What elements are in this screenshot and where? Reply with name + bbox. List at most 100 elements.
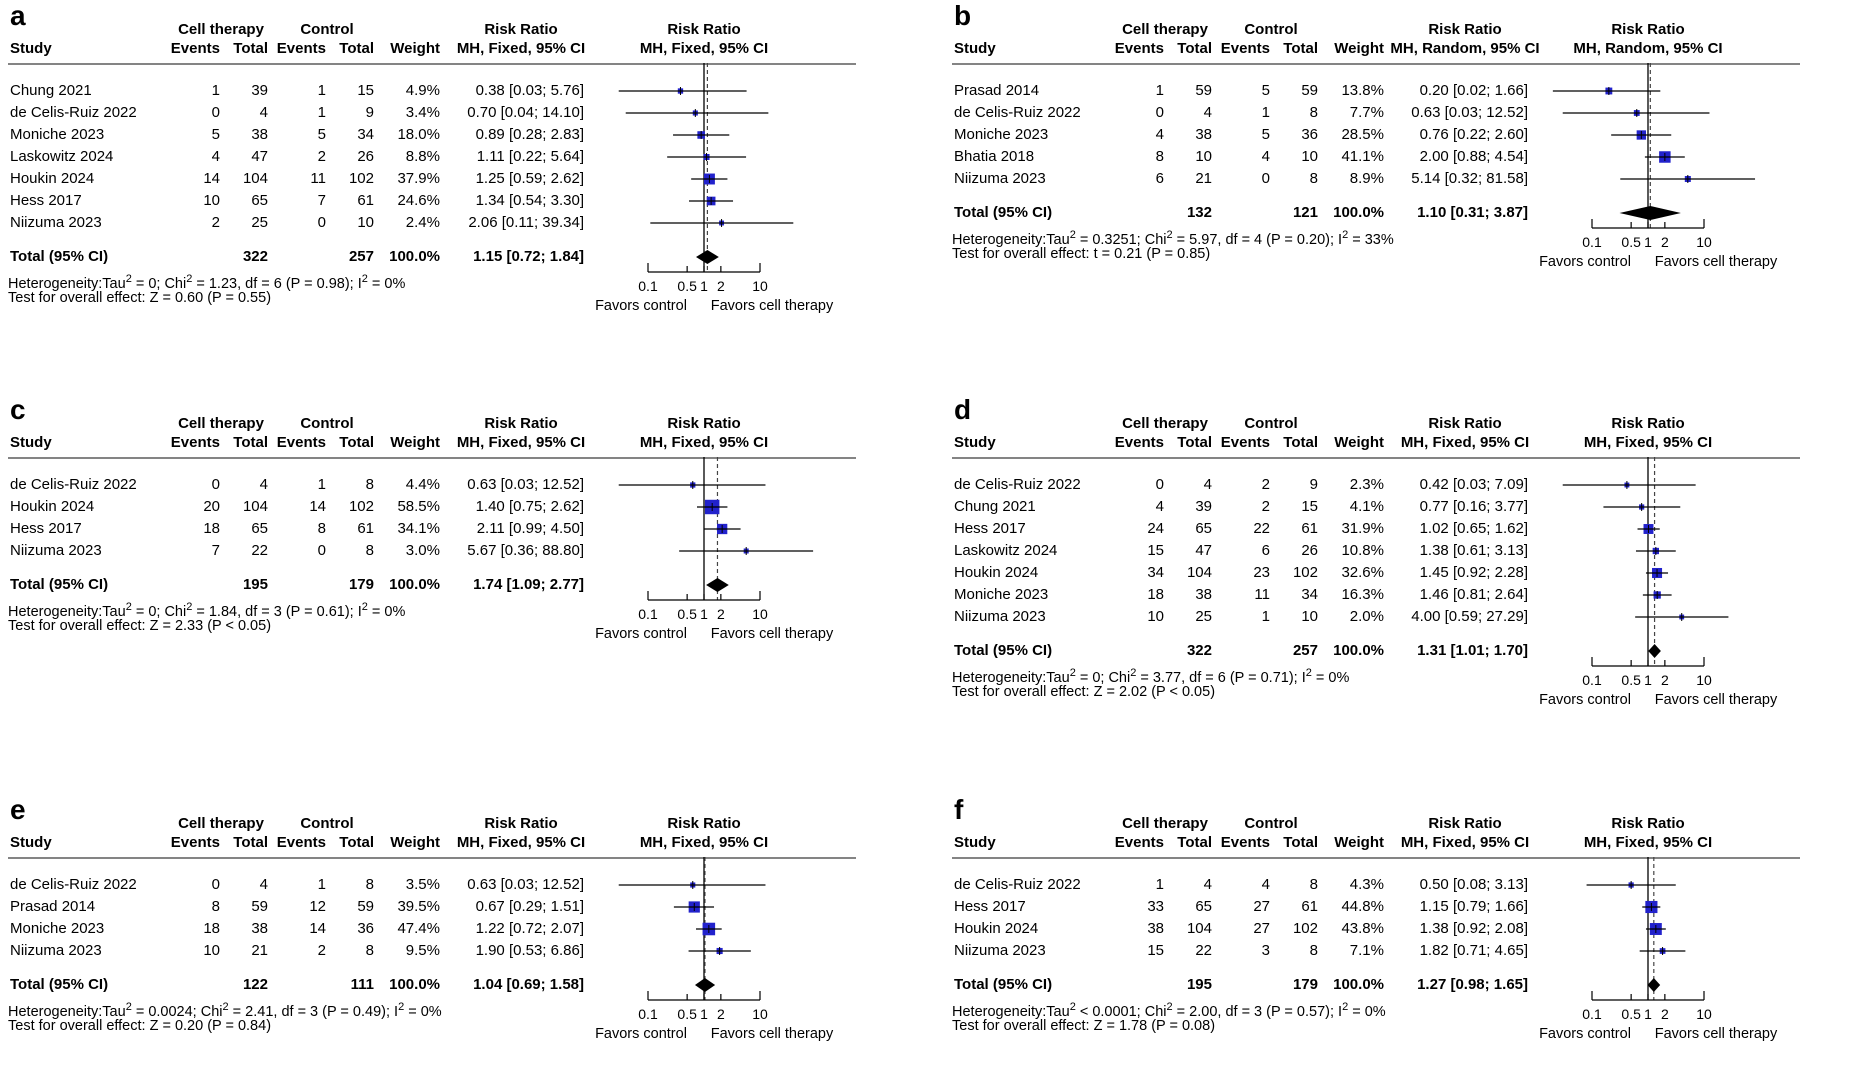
- column-header-total: Total: [1283, 40, 1318, 57]
- study-row: Hess 2017 24 65 22 61 31.9% 1.02 [0.65; 1.62]: [952, 518, 1540, 540]
- study-row: Laskowitz 2024 15 47 6 26 10.8% 1.38 [0.61; 3.…: [952, 540, 1540, 562]
- total-treatment-sum: 132: [1186, 204, 1212, 221]
- study-name: de Celis-Ruiz 2022: [10, 476, 137, 493]
- risk-ratio-ci-cell: 0.67 [0.29; 1.51]: [475, 898, 584, 915]
- total-diamond: [706, 578, 729, 592]
- axis-tick-label: 10: [1696, 1006, 1712, 1022]
- favors-control-label: Favors control: [1539, 254, 1631, 270]
- header-separator: [952, 457, 1800, 459]
- plot-header: Risk Ratio MH, Random, 95% CI: [1540, 20, 1756, 58]
- plot-header: Risk Ratio MH, Fixed, 95% CI: [1540, 814, 1756, 852]
- plot-header-model: MH, Fixed, 95% CI: [1583, 834, 1713, 851]
- group-header-control: Control: [1244, 415, 1298, 432]
- total-control-cell: 8: [1309, 104, 1318, 121]
- total-treatment-cell: 21: [1195, 170, 1212, 187]
- column-header-effect-model: MH, Fixed, 95% CI: [1400, 834, 1530, 851]
- forest-plot-d: 0.1 0.5 1 2 10 Favors control Favors cell ther…: [1539, 457, 1778, 708]
- study-row: Niizuma 2023 15 22 3 8 7.1% 1.82 [0.71; 4.65]: [952, 940, 1540, 962]
- study-name: Chung 2021: [10, 82, 92, 99]
- column-header-events: Events: [1220, 834, 1270, 851]
- events-treatment-cell: 8: [211, 898, 220, 915]
- column-header-effect-model: MH, Fixed, 95% CI: [1400, 434, 1530, 451]
- risk-ratio-ci-cell: 0.77 [0.16; 3.77]: [1419, 498, 1528, 515]
- events-control-cell: 1: [317, 82, 326, 99]
- events-treatment-cell: 10: [203, 192, 220, 209]
- study-name: de Celis-Ruiz 2022: [10, 876, 137, 893]
- events-control-cell: 3: [1261, 942, 1270, 959]
- favors-cell-therapy-label: Favors cell therapy: [711, 626, 834, 642]
- study-row: Houkin 2024 20 104 14 102 58.5% 1.40 [0.75; 2.…: [8, 496, 596, 518]
- risk-ratio-ci-cell: 1.25 [0.59; 2.62]: [475, 170, 584, 187]
- events-treatment-cell: 10: [203, 942, 220, 959]
- total-risk-ratio-ci: 1.31 [1.01; 1.70]: [1417, 642, 1528, 659]
- effect-measure-header: Risk Ratio: [484, 815, 558, 832]
- risk-ratio-ci-cell: 2.11 [0.99; 4.50]: [476, 520, 584, 537]
- column-header-effect-model: MH, Fixed, 95% CI: [456, 434, 586, 451]
- forest-plot-b: 0.1 0.5 1 2 10 Favors control Favors cell ther…: [1539, 63, 1778, 270]
- study-row: Bhatia 2018 8 10 4 10 41.1% 2.00 [0.88; 4.54]: [952, 146, 1540, 168]
- events-control-cell: 0: [317, 214, 326, 231]
- study-name: Niizuma 2023: [10, 942, 102, 959]
- column-header-total: Total: [233, 834, 268, 851]
- events-treatment-cell: 4: [1155, 498, 1164, 515]
- column-header-total: Total: [1177, 40, 1212, 57]
- events-treatment-cell: 0: [1155, 104, 1164, 121]
- study-name: Hess 2017: [10, 520, 82, 537]
- axis-tick-label: 10: [752, 278, 768, 294]
- total-treatment-sum: 195: [242, 576, 268, 593]
- events-treatment-cell: 0: [211, 104, 220, 121]
- total-control-cell: 8: [1309, 170, 1318, 187]
- total-diamond: [696, 250, 719, 264]
- plot-header-model: MH, Fixed, 95% CI: [639, 40, 769, 57]
- weight-cell: 32.6%: [1341, 564, 1384, 581]
- header-separator: [8, 857, 856, 859]
- total-row: Total (95% CI) 132 121 100.0% 1.10 [0.31; 3.…: [952, 202, 1540, 224]
- axis-tick-label: 0.5: [1621, 234, 1641, 250]
- weight-cell: 4.1%: [1349, 498, 1384, 515]
- events-treatment-cell: 0: [211, 476, 220, 493]
- total-weight: 100.0%: [1333, 642, 1384, 659]
- events-control-cell: 2: [1261, 498, 1270, 515]
- risk-ratio-ci-cell: 0.89 [0.28; 2.83]: [475, 126, 584, 143]
- axis-tick-label: 0.1: [1582, 1006, 1602, 1022]
- events-control-cell: 23: [1253, 564, 1270, 581]
- events-treatment-cell: 18: [1147, 586, 1164, 603]
- total-weight: 100.0%: [389, 248, 440, 265]
- total-treatment-cell: 21: [251, 942, 268, 959]
- total-control-cell: 15: [1301, 498, 1318, 515]
- axis-tick-label: 1: [1644, 672, 1652, 688]
- total-label: Total (95% CI): [954, 642, 1053, 659]
- events-treatment-cell: 0: [211, 876, 220, 893]
- column-header-total: Total: [233, 40, 268, 57]
- weight-cell: 28.5%: [1341, 126, 1384, 143]
- risk-ratio-ci-cell: 4.00 [0.59; 27.29]: [1411, 608, 1528, 625]
- weight-cell: 9.5%: [405, 942, 440, 959]
- panel-a: a Cell therapy Control Risk Ratio Study Event…: [8, 0, 856, 330]
- study-name: Houkin 2024: [10, 170, 95, 187]
- total-treatment-cell: 39: [251, 82, 268, 99]
- overall-effect-test-line: Test for overall effect: Z = 0.20 (P = 0…: [8, 1018, 272, 1034]
- study-row: Niizuma 2023 2 25 0 10 2.4% 2.06 [0.11; 39.34]: [8, 212, 596, 234]
- total-label: Total (95% CI): [10, 248, 109, 265]
- weight-cell: 16.3%: [1341, 586, 1384, 603]
- column-header-weight: Weight: [390, 434, 440, 451]
- study-row: de Celis-Ruiz 2022 0 4 1 8 3.5% 0.63 [0.03; 12…: [8, 874, 596, 896]
- axis-tick-label: 0.5: [1621, 672, 1641, 688]
- plot-header: Risk Ratio MH, Fixed, 95% CI: [1540, 414, 1756, 452]
- study-name: de Celis-Ruiz 2022: [954, 476, 1081, 493]
- events-control-cell: 6: [1261, 542, 1270, 559]
- plot-header-measure: Risk Ratio: [667, 415, 741, 432]
- weight-cell: 34.1%: [397, 520, 440, 537]
- study-row: Moniche 2023 4 38 5 36 28.5% 0.76 [0.22; 2.60]: [952, 124, 1540, 146]
- weight-cell: 37.9%: [397, 170, 440, 187]
- column-header-study: Study: [10, 834, 52, 851]
- weight-cell: 47.4%: [397, 920, 440, 937]
- events-control-cell: 2: [317, 942, 326, 959]
- column-header-total: Total: [1283, 834, 1318, 851]
- total-treatment-cell: 65: [251, 192, 268, 209]
- column-header-events: Events: [1220, 434, 1270, 451]
- risk-ratio-ci-cell: 1.45 [0.92; 2.28]: [1419, 564, 1528, 581]
- effect-measure-header: Risk Ratio: [484, 415, 558, 432]
- header-separator: [8, 457, 856, 459]
- total-control-sum: 111: [350, 976, 374, 993]
